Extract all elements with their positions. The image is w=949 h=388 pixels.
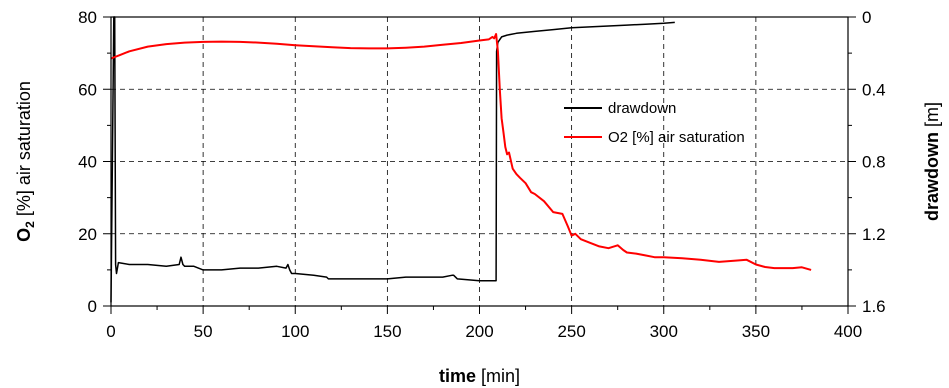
y-left-tick-label: 20 (78, 225, 97, 244)
x-tick-label: 200 (465, 322, 493, 341)
x-axis: 0 50 100 150 200 250 300 350 400 (106, 306, 862, 341)
x-tick-label: 250 (557, 322, 585, 341)
y-axis-right-title: drawdown [m] (922, 102, 942, 221)
x-tick-label: 300 (650, 322, 678, 341)
legend: drawdown O2 [%] air saturation (564, 100, 745, 146)
legend-label-drawdown: drawdown (608, 100, 676, 117)
y-right-tick-label: 0.4 (862, 80, 886, 99)
x-tick-label: 350 (742, 322, 770, 341)
x-tick-label: 150 (373, 322, 401, 341)
series-o2-line (110, 33, 812, 271)
x-tick-label: 400 (834, 322, 862, 341)
x-axis-title: time [min] (439, 366, 520, 386)
y-left-tick-label: 80 (78, 8, 97, 27)
x-tick-label: 50 (194, 322, 213, 341)
y-axis-left-title: O2 [%] air saturation (14, 81, 37, 242)
grid (111, 17, 848, 306)
x-tick-label: 0 (106, 322, 115, 341)
y-right-tick-label: 0 (862, 8, 871, 27)
y-right-tick-label: 0.8 (862, 153, 886, 172)
y-axis-left: 0 20 40 60 80 (78, 8, 111, 316)
y-right-tick-label: 1.2 (862, 225, 886, 244)
y-left-tick-label: 60 (78, 80, 97, 99)
y-left-tick-label: 0 (88, 297, 97, 316)
series-layer (110, 16, 812, 303)
y-axis-right: 0 0.4 0.8 1.2 1.6 (848, 8, 886, 316)
legend-label-o2: O2 [%] air saturation (608, 129, 745, 146)
series-drawdown-line (110, 16, 675, 303)
y-right-tick-label: 1.6 (862, 297, 886, 316)
x-tick-label: 100 (281, 322, 309, 341)
y-left-tick-label: 40 (78, 153, 97, 172)
